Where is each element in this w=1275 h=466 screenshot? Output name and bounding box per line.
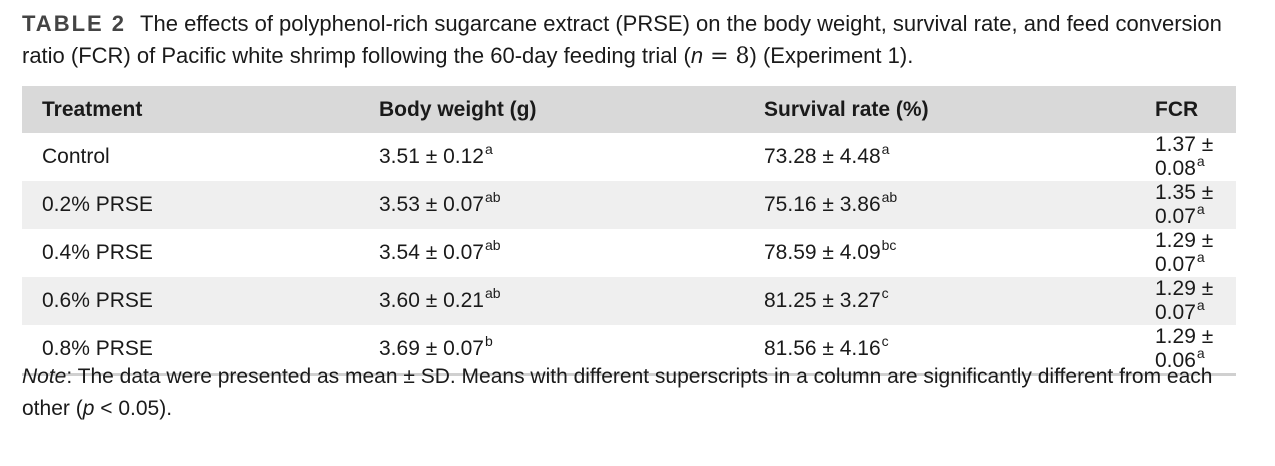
header-fcr: FCR <box>1155 97 1199 121</box>
table-caption: TABLE 2 The effects of polyphenol-rich su… <box>22 8 1242 73</box>
table-label: TABLE 2 <box>22 11 127 36</box>
cell-survival-rate: 78.59 ± 4.09bc <box>744 229 1135 277</box>
cell-value: 3.69 ± 0.07 <box>379 337 484 360</box>
caption-text: The effects of polyphenol-rich sugarcane… <box>22 11 1222 68</box>
cell-fcr: 1.29 ± 0.07a <box>1135 229 1236 277</box>
significance-superscript: a <box>1196 345 1205 361</box>
header-survival-rate: Survival rate (%) <box>764 97 929 121</box>
cell-value: 1.37 ± 0.08 <box>1155 133 1214 180</box>
table-row: 0.6% PRSE 3.60 ± 0.21ab 81.25 ± 3.27c 1.29 … <box>22 277 1236 325</box>
significance-superscript: ab <box>484 189 501 205</box>
significance-superscript: a <box>484 141 493 157</box>
cell-value: 3.54 ± 0.07 <box>379 241 484 264</box>
significance-superscript: bc <box>881 237 897 253</box>
cell-value: 81.25 ± 3.27 <box>764 289 881 312</box>
cell-treatment: 0.4% PRSE <box>42 241 153 264</box>
significance-superscript: a <box>1196 153 1205 169</box>
note-text-end: < 0.05). <box>94 397 173 420</box>
header-body-weight: Body weight (g) <box>379 97 537 121</box>
cell-value: 3.51 ± 0.12 <box>379 145 484 168</box>
cell-survival-rate: 73.28 ± 4.48a <box>744 133 1135 181</box>
cell-body-weight: 3.69 ± 0.07b <box>359 325 744 376</box>
cell-survival-rate: 75.16 ± 3.86ab <box>744 181 1135 229</box>
note-p-variable: p <box>82 397 95 420</box>
cell-treatment: 0.2% PRSE <box>42 193 153 216</box>
cell-value: 81.56 ± 4.16 <box>764 337 881 360</box>
table-row: Control 3.51 ± 0.12a 73.28 ± 4.48a 1.37 ± 0… <box>22 133 1236 181</box>
table-row: 0.2% PRSE 3.53 ± 0.07ab 75.16 ± 3.86ab 1.35… <box>22 181 1236 229</box>
cell-treatment: 0.6% PRSE <box>42 289 153 312</box>
header-treatment: Treatment <box>42 97 143 121</box>
cell-value: 1.35 ± 0.07 <box>1155 181 1214 228</box>
results-table: Treatment Body weight (g) Survival rate … <box>22 86 1236 376</box>
table-header-row: Treatment Body weight (g) Survival rate … <box>22 86 1236 133</box>
cell-treatment: Control <box>42 145 110 168</box>
cell-value: 1.29 ± 0.07 <box>1155 229 1214 276</box>
cell-fcr: 1.29 ± 0.06a <box>1135 325 1236 376</box>
cell-body-weight: 3.54 ± 0.07ab <box>359 229 744 277</box>
note-label: Note <box>22 365 67 388</box>
table-row: 0.4% PRSE 3.54 ± 0.07ab 78.59 ± 4.09bc 1.29… <box>22 229 1236 277</box>
significance-superscript: a <box>1196 249 1205 265</box>
cell-value: 3.53 ± 0.07 <box>379 193 484 216</box>
cell-fcr: 1.35 ± 0.07a <box>1135 181 1236 229</box>
cell-value: 78.59 ± 4.09 <box>764 241 881 264</box>
cell-treatment: 0.8% PRSE <box>22 325 359 376</box>
significance-superscript: c <box>881 285 889 301</box>
cell-survival-rate: 81.56 ± 4.16c <box>744 325 1135 376</box>
cell-value: 73.28 ± 4.48 <box>764 145 881 168</box>
cell-fcr: 1.37 ± 0.08a <box>1135 133 1236 181</box>
significance-superscript: a <box>881 141 890 157</box>
cell-survival-rate: 81.25 ± 3.27c <box>744 277 1135 325</box>
caption-n-equals: = 8 <box>703 44 750 69</box>
significance-superscript: ab <box>881 189 898 205</box>
table-row: 0.8% PRSE 3.69 ± 0.07b 81.56 ± 4.16c 1.29 ±… <box>22 325 1236 376</box>
cell-value: 1.29 ± 0.07 <box>1155 277 1214 324</box>
significance-superscript: b <box>484 333 493 349</box>
significance-superscript: ab <box>484 237 501 253</box>
cell-value: 75.16 ± 3.86 <box>764 193 881 216</box>
caption-n-variable: n <box>690 43 704 68</box>
significance-superscript: a <box>1196 297 1205 313</box>
cell-fcr: 1.29 ± 0.07a <box>1135 277 1236 325</box>
significance-superscript: c <box>881 333 889 349</box>
cell-body-weight: 3.60 ± 0.21ab <box>359 277 744 325</box>
cell-body-weight: 3.53 ± 0.07ab <box>359 181 744 229</box>
cell-value: 3.60 ± 0.21 <box>379 289 484 312</box>
significance-superscript: ab <box>484 285 501 301</box>
table-note: Note: The data were presented as mean ± … <box>22 361 1242 425</box>
significance-superscript: a <box>1196 201 1205 217</box>
cell-value: 1.29 ± 0.06 <box>1155 325 1214 372</box>
cell-body-weight: 3.51 ± 0.12a <box>359 133 744 181</box>
caption-text-end: ) (Experiment 1). <box>749 43 914 68</box>
note-text: : The data were presented as mean ± SD. … <box>22 365 1213 420</box>
